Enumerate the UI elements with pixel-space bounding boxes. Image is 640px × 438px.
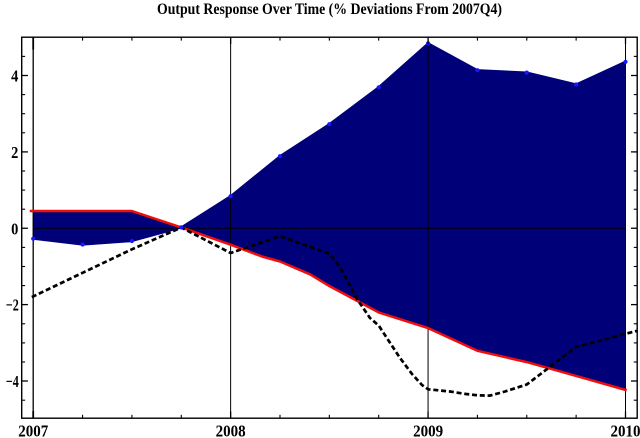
svg-text:−2: −2 bbox=[6, 296, 19, 315]
svg-text:2: 2 bbox=[11, 143, 18, 162]
svg-text:−4: −4 bbox=[6, 372, 19, 391]
svg-text:2007: 2007 bbox=[18, 421, 48, 438]
svg-text:4: 4 bbox=[11, 67, 19, 86]
svg-text:Output Response Over Time (% D: Output Response Over Time (% Deviations … bbox=[157, 1, 502, 18]
svg-text:2010: 2010 bbox=[611, 421, 640, 438]
svg-text:2009: 2009 bbox=[413, 421, 443, 438]
svg-text:2008: 2008 bbox=[216, 421, 246, 438]
svg-text:0: 0 bbox=[11, 219, 18, 238]
